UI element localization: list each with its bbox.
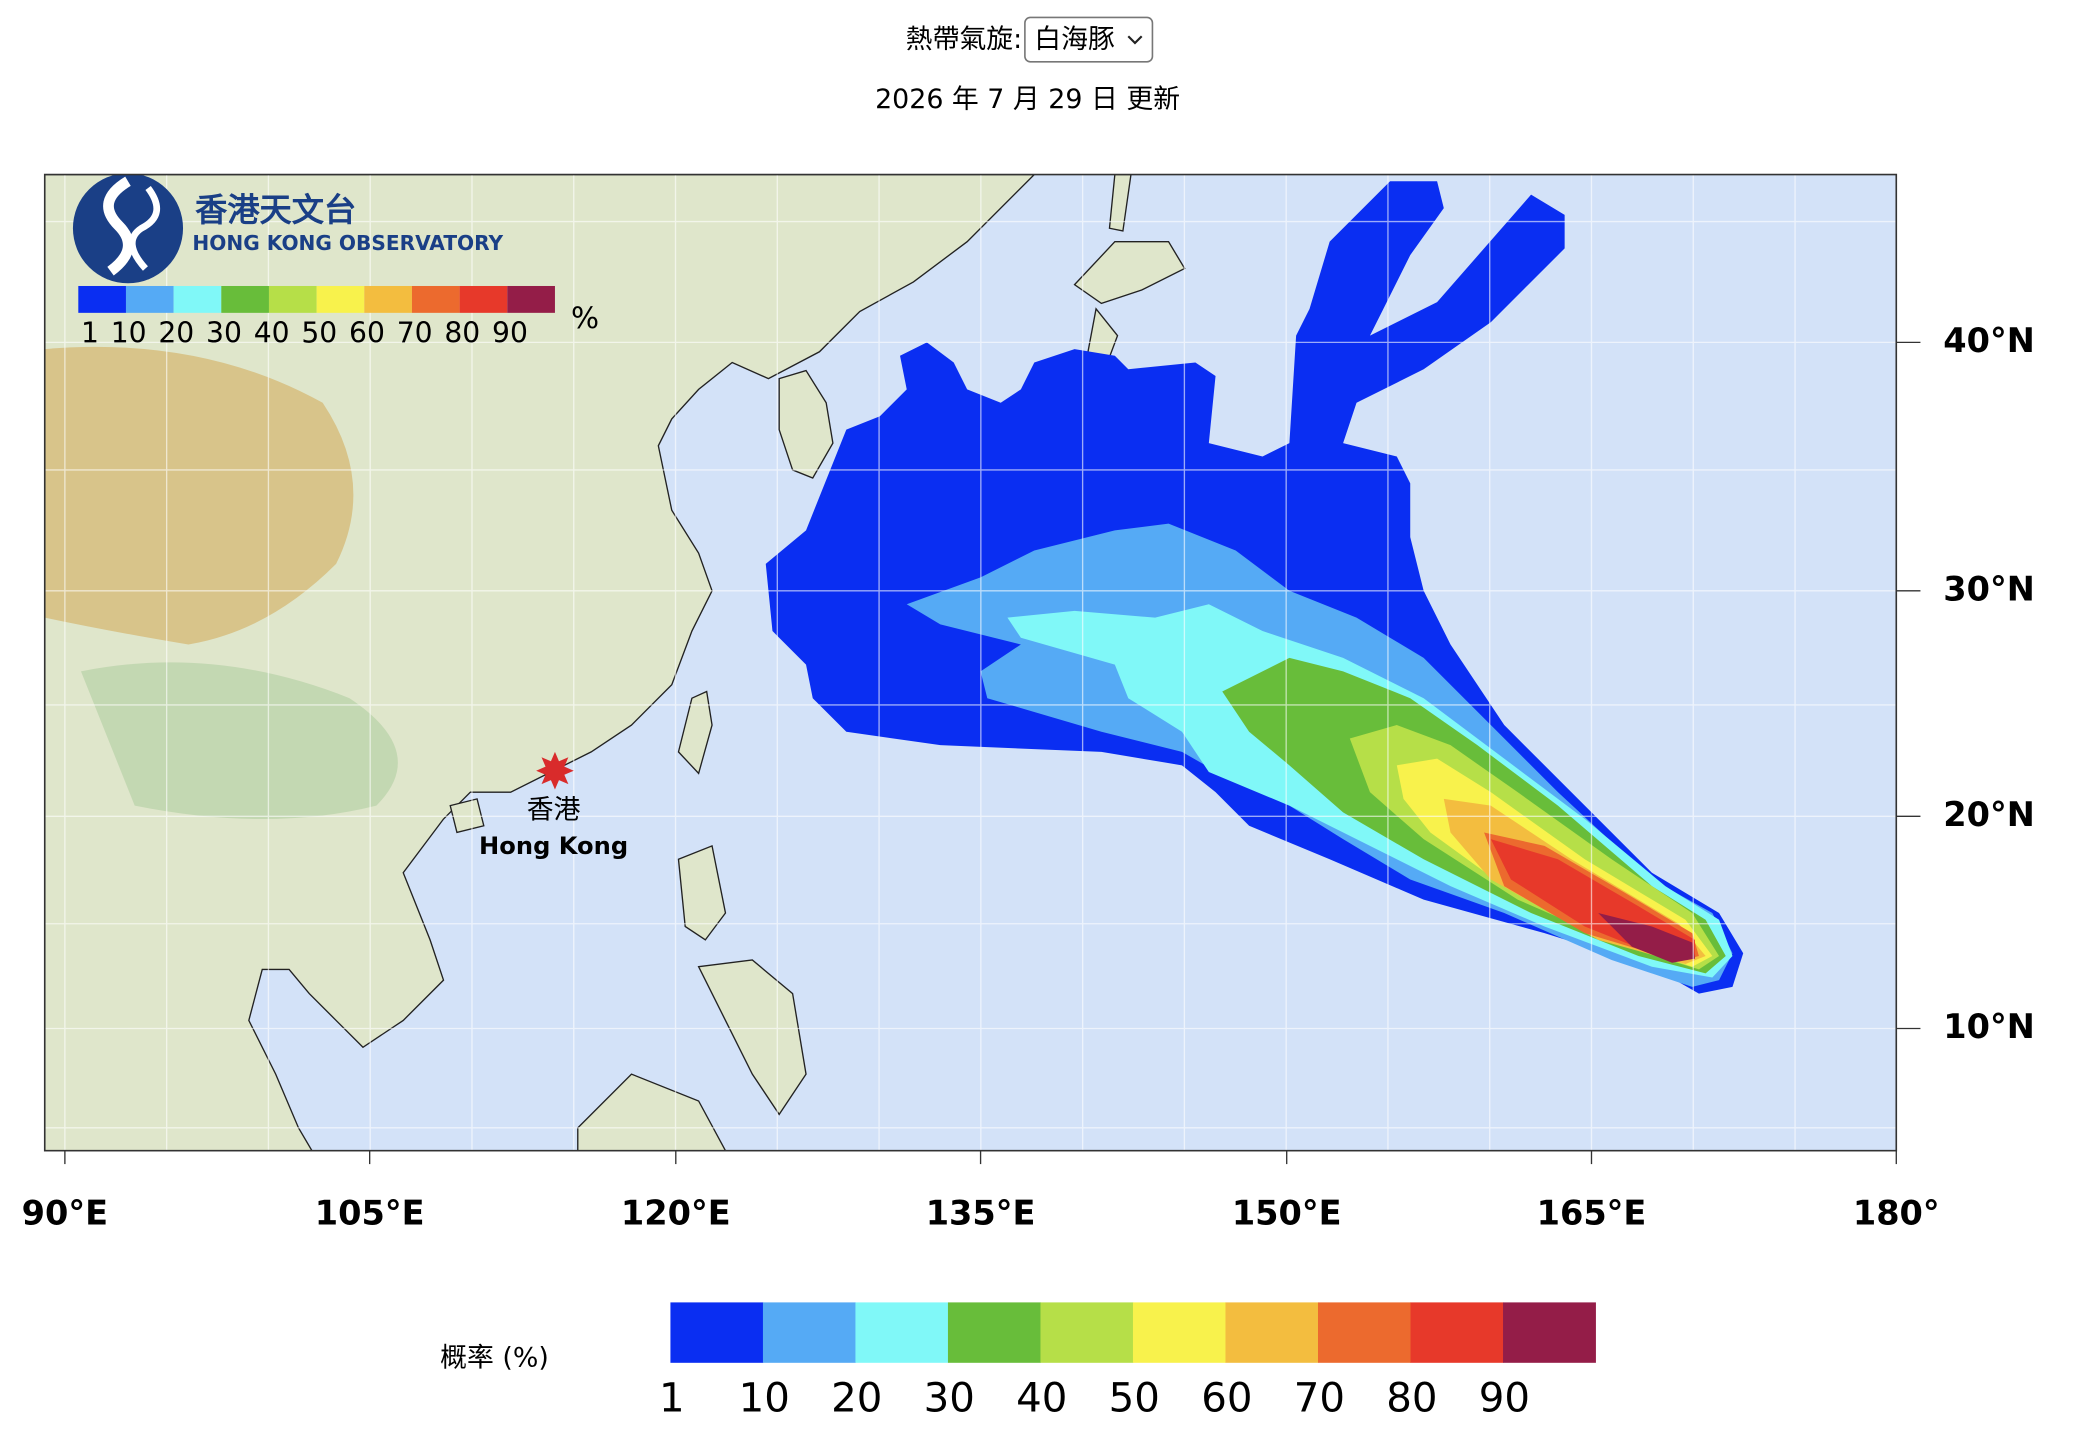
colorbar-swatch (1040, 1302, 1134, 1363)
colorbar-swatch (1317, 1302, 1411, 1363)
lat-label: 20°N (1943, 795, 2035, 834)
inset-label: 60 (349, 316, 385, 349)
inset-label: 50 (301, 316, 337, 349)
inset-label: 30 (206, 316, 242, 349)
inset-swatch (364, 285, 412, 313)
colorbar-label: 70 (1294, 1375, 1345, 1421)
logo-name-zh: 香港天文台 (195, 191, 356, 229)
selector-label: 熱帶氣旋: (906, 24, 1022, 55)
colorbar-swatch (762, 1302, 856, 1363)
inset-label: 90 (492, 316, 528, 349)
colorbar-label: 60 (1201, 1375, 1252, 1421)
inset-label: 10 (111, 316, 147, 349)
inset-swatch (411, 285, 460, 313)
inset-swatch (507, 285, 555, 313)
colorbar-label: 90 (1479, 1375, 1530, 1421)
hong-kong-marker (536, 751, 574, 790)
lat-label: 40°N (1943, 321, 2035, 360)
colorbar-label: 50 (1109, 1375, 1160, 1421)
inset-swatch (459, 285, 508, 313)
inset-label: 80 (444, 316, 480, 349)
inset-swatch (268, 285, 317, 313)
inset-label: 40 (254, 316, 290, 349)
colorbar-label: 20 (831, 1375, 882, 1421)
colorbar-title: 概率 (%) (440, 1342, 549, 1373)
colorbar-label: 1 (659, 1375, 685, 1421)
lat-label: 30°N (1943, 569, 2035, 608)
colorbar-swatch (1503, 1302, 1596, 1363)
place-name-en: Hong Kong (479, 832, 628, 860)
inset-unit: % (571, 301, 599, 335)
lon-label: 120°E (621, 1194, 731, 1233)
lon-label: 105°E (315, 1194, 425, 1233)
inset-label: 1 (81, 316, 99, 349)
selector-value: 白海豚 (1034, 24, 1115, 55)
colorbar-label: 10 (739, 1375, 790, 1421)
colorbar-label: 40 (1016, 1375, 1067, 1421)
inset-label: 70 (397, 316, 433, 349)
colorbar-label: 30 (924, 1375, 975, 1421)
inset-swatch (125, 285, 174, 313)
lon-label: 150°E (1232, 1194, 1342, 1233)
lon-label: 165°E (1537, 1194, 1647, 1233)
lat-label: 10°N (1943, 1007, 2035, 1046)
update-date: 2026 年 7 月 29 日 更新 (875, 84, 1180, 115)
inset-swatch (221, 285, 269, 313)
map: 香港天文台 HONG KONG OBSERVATORY 1 10 20 30 40 50 6… (44, 174, 1897, 1151)
colorbar-swatch (1132, 1302, 1226, 1363)
colorbar-swatch (855, 1302, 949, 1363)
inset-swatch (173, 285, 222, 313)
colorbar-swatch (1410, 1302, 1504, 1363)
lon-label: 135°E (926, 1194, 1036, 1233)
map-frame (43, 173, 1898, 1152)
colorbar-label: 80 (1386, 1375, 1437, 1421)
place-name-zh: 香港 (527, 794, 581, 825)
logo-name-en: HONG KONG OBSERVATORY (192, 231, 503, 255)
inset-swatch (78, 285, 126, 313)
colorbar-swatch (947, 1302, 1041, 1363)
inset-label: 20 (158, 316, 194, 349)
inset-swatch (316, 285, 365, 313)
colorbar-swatch (670, 1302, 764, 1363)
colorbar-swatch (1225, 1302, 1319, 1363)
lon-label: 90°E (22, 1194, 108, 1233)
probability-swath (765, 181, 1744, 994)
cyclone-select[interactable]: 白海豚 (1024, 16, 1154, 63)
lon-label: 180° (1853, 1194, 1940, 1233)
